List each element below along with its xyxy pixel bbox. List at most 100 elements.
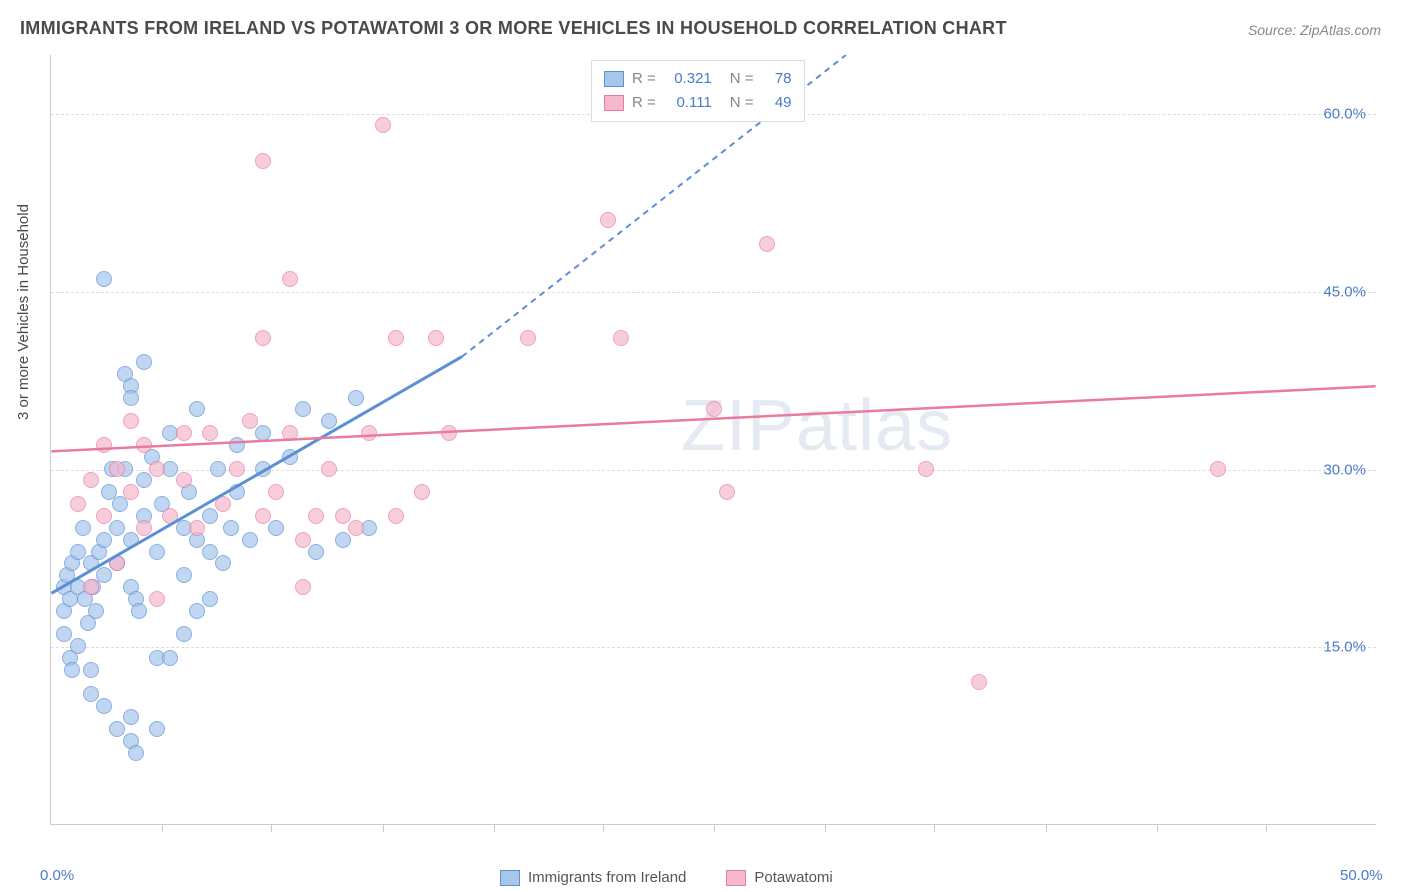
scatter-point	[109, 555, 125, 571]
scatter-point	[348, 520, 364, 536]
gridline	[51, 292, 1376, 293]
source-label: Source: ZipAtlas.com	[1248, 22, 1381, 38]
x-tick	[934, 824, 935, 832]
chart-title: IMMIGRANTS FROM IRELAND VS POTAWATOMI 3 …	[20, 18, 1007, 39]
y-tick-label: 60.0%	[1323, 106, 1366, 123]
scatter-point	[176, 472, 192, 488]
correlation-legend: R =0.321N =78R =0.111N =49	[591, 60, 805, 122]
scatter-point	[388, 330, 404, 346]
scatter-point	[223, 520, 239, 536]
scatter-point	[971, 674, 987, 690]
scatter-point	[123, 709, 139, 725]
scatter-point	[83, 662, 99, 678]
legend-swatch	[604, 95, 624, 111]
scatter-point	[136, 520, 152, 536]
r-label: R =	[632, 91, 656, 115]
x-tick	[825, 824, 826, 832]
scatter-point	[308, 544, 324, 560]
scatter-point	[242, 532, 258, 548]
scatter-point	[202, 508, 218, 524]
r-label: R =	[632, 67, 656, 91]
scatter-point	[295, 532, 311, 548]
scatter-point	[56, 626, 72, 642]
scatter-point	[128, 745, 144, 761]
y-tick-label: 45.0%	[1323, 283, 1366, 300]
n-label: N =	[730, 91, 754, 115]
scatter-point	[210, 461, 226, 477]
scatter-point	[162, 508, 178, 524]
scatter-point	[335, 508, 351, 524]
scatter-point	[282, 449, 298, 465]
x-tick	[1046, 824, 1047, 832]
scatter-point	[123, 413, 139, 429]
scatter-point	[706, 401, 722, 417]
x-tick	[383, 824, 384, 832]
scatter-point	[162, 650, 178, 666]
scatter-point	[282, 271, 298, 287]
scatter-point	[255, 425, 271, 441]
scatter-point	[75, 520, 91, 536]
scatter-point	[215, 496, 231, 512]
scatter-point	[308, 508, 324, 524]
n-label: N =	[730, 67, 754, 91]
scatter-point	[96, 567, 112, 583]
x-tick	[1157, 824, 1158, 832]
scatter-point	[109, 721, 125, 737]
scatter-point	[88, 603, 104, 619]
scatter-point	[414, 484, 430, 500]
scatter-point	[375, 117, 391, 133]
scatter-point	[215, 555, 231, 571]
scatter-point	[96, 437, 112, 453]
r-value: 0.321	[664, 67, 712, 91]
scatter-point	[428, 330, 444, 346]
scatter-point	[136, 437, 152, 453]
scatter-point	[202, 591, 218, 607]
scatter-point	[520, 330, 536, 346]
x-tick	[714, 824, 715, 832]
scatter-point	[255, 330, 271, 346]
scatter-point	[613, 330, 629, 346]
scatter-point	[1210, 461, 1226, 477]
scatter-point	[96, 271, 112, 287]
scatter-point	[441, 425, 457, 441]
series-legend: Immigrants from IrelandPotawatomi	[500, 869, 833, 886]
scatter-point	[202, 544, 218, 560]
x-tick-max: 50.0%	[1340, 867, 1383, 884]
scatter-point	[282, 425, 298, 441]
scatter-point	[295, 579, 311, 595]
scatter-point	[96, 508, 112, 524]
scatter-point	[176, 567, 192, 583]
scatter-point	[123, 484, 139, 500]
scatter-point	[96, 532, 112, 548]
scatter-point	[759, 236, 775, 252]
scatter-point	[189, 603, 205, 619]
scatter-point	[149, 461, 165, 477]
scatter-point	[70, 638, 86, 654]
x-tick-min: 0.0%	[40, 867, 74, 884]
scatter-point	[176, 626, 192, 642]
scatter-point	[109, 461, 125, 477]
legend-swatch	[500, 870, 520, 886]
legend-item: Potawatomi	[726, 869, 832, 886]
y-axis-label: 3 or more Vehicles in Household	[15, 204, 32, 420]
scatter-point	[70, 496, 86, 512]
scatter-point	[131, 603, 147, 619]
n-value: 78	[762, 67, 792, 91]
legend-row: R =0.111N =49	[604, 91, 792, 115]
scatter-point	[229, 484, 245, 500]
scatter-point	[189, 520, 205, 536]
scatter-point	[361, 425, 377, 441]
scatter-point	[321, 413, 337, 429]
scatter-point	[64, 662, 80, 678]
scatter-point	[600, 212, 616, 228]
legend-swatch	[604, 71, 624, 87]
scatter-point	[96, 698, 112, 714]
scatter-point	[176, 425, 192, 441]
scatter-point	[255, 508, 271, 524]
scatter-point	[229, 437, 245, 453]
legend-row: R = 0.321 N = 78	[604, 67, 792, 91]
y-tick-label: 15.0%	[1323, 639, 1366, 656]
r-value: 0.111	[664, 91, 712, 115]
scatter-point	[348, 390, 364, 406]
scatter-point	[242, 413, 258, 429]
